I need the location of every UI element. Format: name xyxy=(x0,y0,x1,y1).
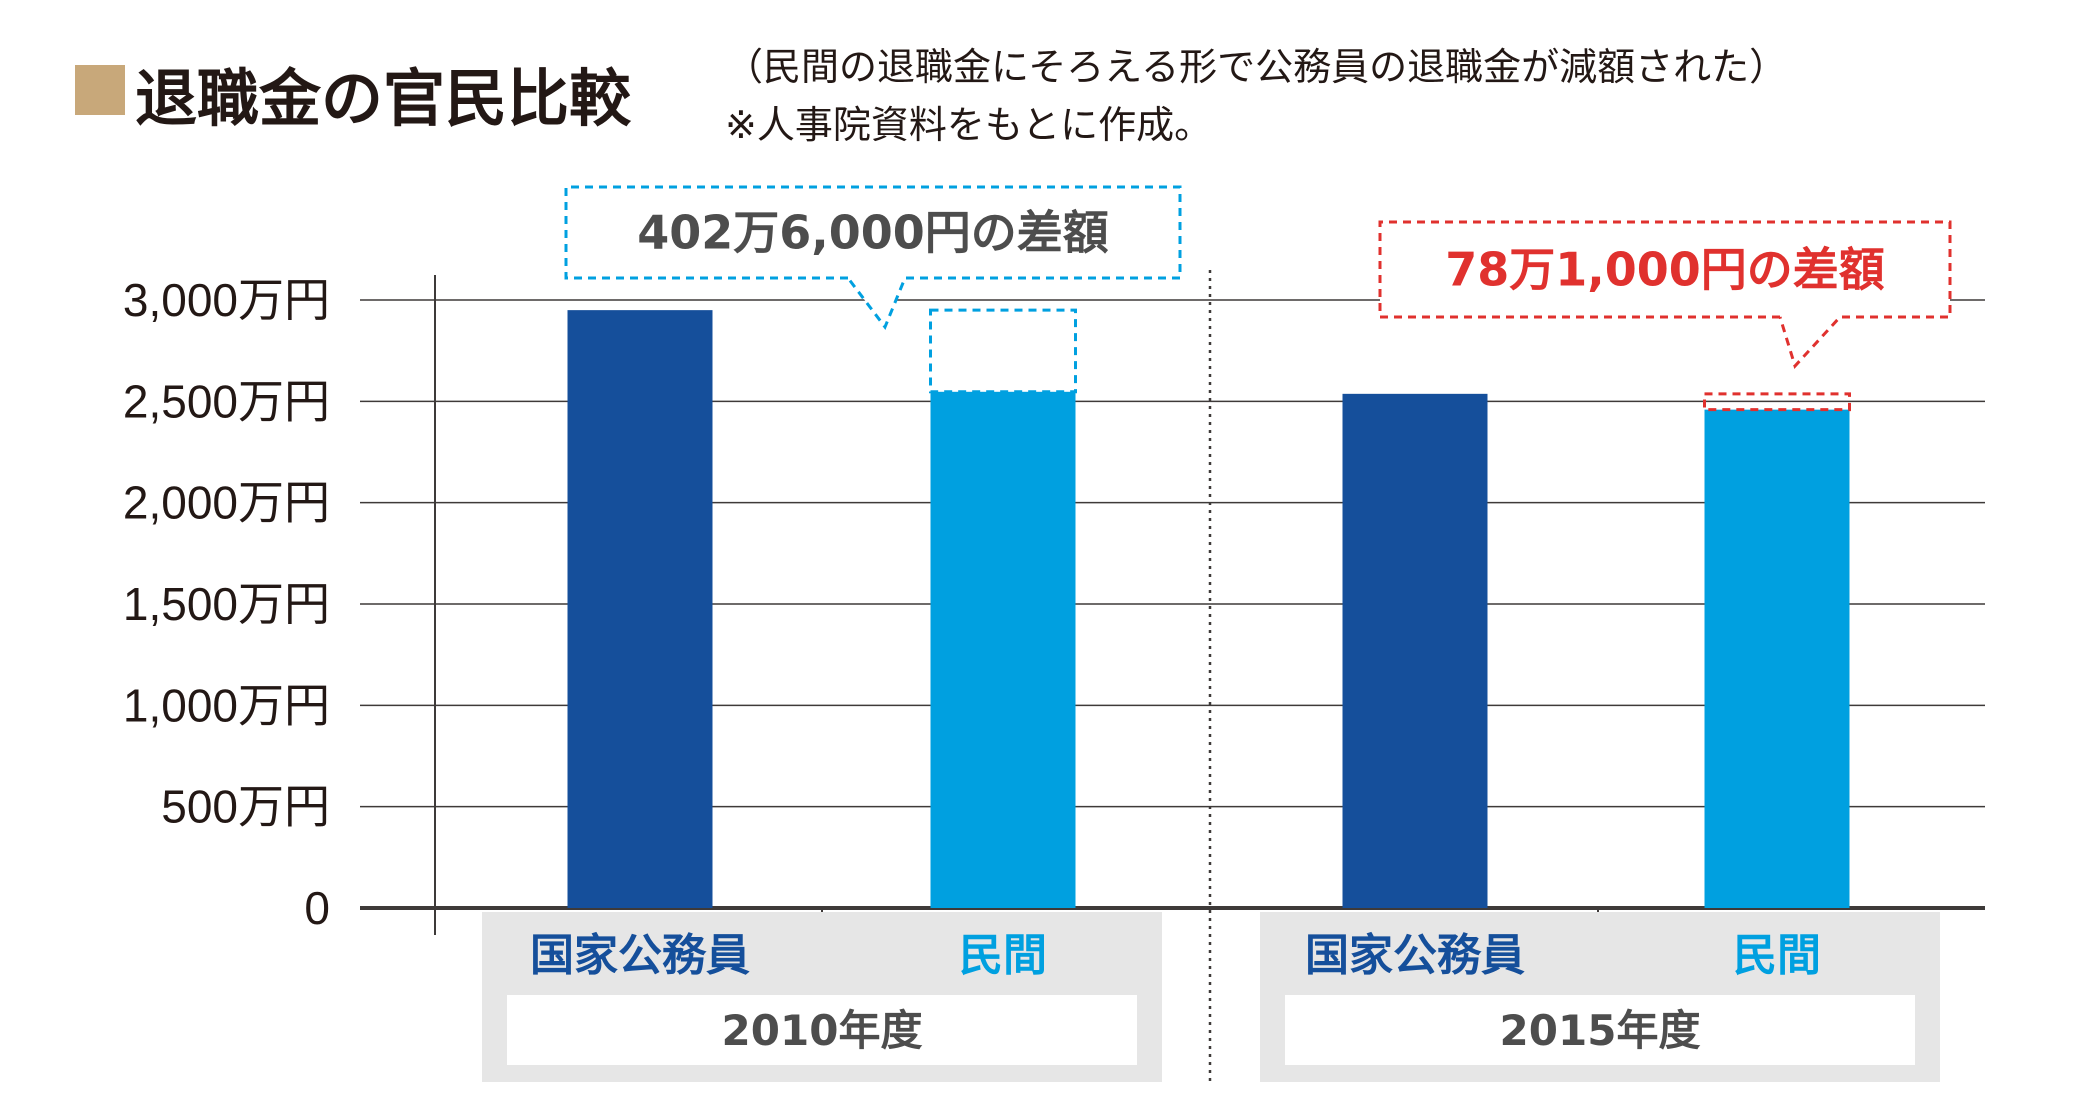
y-tick-label: 1,000万円 xyxy=(123,679,330,731)
chart-note-line2: ※人事院資料をもとに作成。 xyxy=(725,103,1212,147)
y-tick-label: 0 xyxy=(304,882,330,934)
difference-box xyxy=(1703,392,1851,412)
bar xyxy=(1342,393,1488,908)
year-label-box xyxy=(1285,995,1915,1065)
y-tick-label: 500万円 xyxy=(161,781,330,833)
difference-box xyxy=(929,308,1077,394)
callout-box xyxy=(1378,220,1952,369)
title-square-icon xyxy=(75,65,125,115)
chart-note-line1: （民間の退職金にそろえる形で公務員の退職金が減額された） xyxy=(725,45,1787,89)
y-tick-label: 3,000万円 xyxy=(123,274,330,326)
category-label: 民間 xyxy=(959,930,1047,981)
callout-box xyxy=(564,185,1182,331)
bar xyxy=(1704,409,1850,908)
bar xyxy=(930,391,1076,909)
bar xyxy=(567,310,713,909)
year-label: 2010年度 xyxy=(722,1006,923,1055)
annotations: 402万6,000円の差額 78万1,000円の差額 xyxy=(564,185,1952,412)
category-label: 国家公務員 xyxy=(530,930,750,981)
category-label: 国家公務員 xyxy=(1305,930,1525,981)
bars xyxy=(567,310,1850,909)
year-label: 2015年度 xyxy=(1500,1006,1701,1055)
chart-title: 退職金の官民比較 xyxy=(135,62,632,135)
y-tick-label: 1,500万円 xyxy=(123,578,330,630)
annotation-label: 402万6,000円の差額 xyxy=(637,206,1109,260)
annotation-label: 78万1,000円の差額 xyxy=(1445,243,1885,297)
category-label: 民間 xyxy=(1733,930,1821,981)
y-tick-label: 2,500万円 xyxy=(123,375,330,427)
category-labels: 2010年度 2015年度 国家公務員 民間 国家公務員 民間 xyxy=(482,912,1940,1082)
year-label-box xyxy=(507,995,1137,1065)
y-tick-label: 2,000万円 xyxy=(123,477,330,529)
